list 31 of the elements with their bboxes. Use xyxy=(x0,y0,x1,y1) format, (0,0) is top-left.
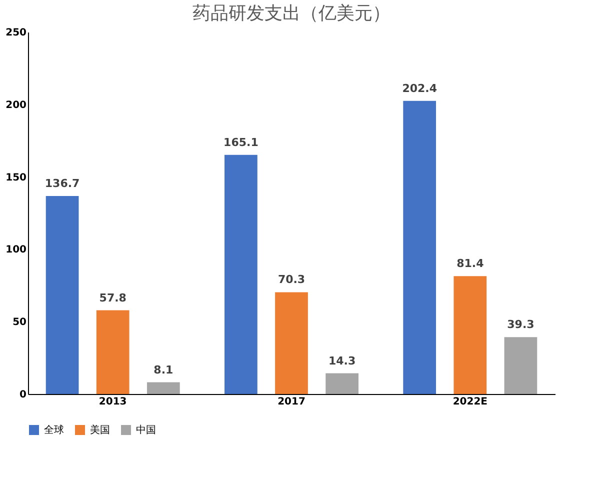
chart-title: 药品研发支出（亿美元） xyxy=(192,3,390,24)
y-tick-label: 100 xyxy=(6,244,27,256)
data-label: 8.1 xyxy=(154,363,174,376)
x-tick-label: 2022E xyxy=(452,396,488,408)
y-tick-label: 50 xyxy=(12,317,27,328)
data-label: 202.4 xyxy=(402,82,438,95)
bar xyxy=(96,310,130,394)
y-tick-label: 0 xyxy=(20,390,27,400)
data-label: 14.3 xyxy=(328,354,356,368)
bar xyxy=(403,100,436,394)
bar xyxy=(275,292,308,394)
x-tick-label: 2013 xyxy=(98,396,127,408)
data-label: 81.4 xyxy=(456,257,484,270)
legend-label: 美国 xyxy=(90,424,110,436)
data-label: 70.3 xyxy=(278,273,306,286)
data-label: 39.3 xyxy=(507,318,534,332)
data-label: 165.1 xyxy=(224,136,258,149)
bar xyxy=(46,196,79,394)
bar xyxy=(326,373,358,394)
data-label: 136.7 xyxy=(44,177,80,190)
bar xyxy=(504,337,538,394)
y-tick-label: 250 xyxy=(6,28,27,38)
legend-label: 中国 xyxy=(136,424,156,436)
y-tick-label: 150 xyxy=(6,172,27,184)
data-label: 57.8 xyxy=(99,291,126,304)
legend-label: 全球 xyxy=(44,424,64,436)
bar xyxy=(454,276,487,394)
bar xyxy=(224,154,258,394)
bar xyxy=(146,382,180,394)
y-tick-label: 200 xyxy=(6,100,27,111)
x-tick-label: 2017 xyxy=(278,396,306,408)
